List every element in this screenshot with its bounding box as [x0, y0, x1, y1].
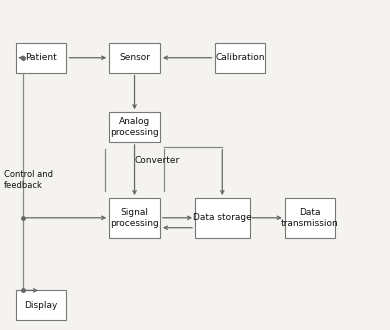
Text: Calibration: Calibration — [215, 53, 264, 62]
Text: Data storage: Data storage — [193, 213, 252, 222]
Text: Signal
processing: Signal processing — [110, 208, 159, 227]
Text: Patient: Patient — [25, 53, 57, 62]
FancyBboxPatch shape — [215, 43, 265, 73]
FancyBboxPatch shape — [16, 290, 66, 320]
Text: Data
transmission: Data transmission — [281, 208, 339, 227]
FancyBboxPatch shape — [195, 198, 250, 238]
Text: Converter: Converter — [135, 155, 180, 165]
Text: Sensor: Sensor — [119, 53, 150, 62]
FancyBboxPatch shape — [16, 43, 66, 73]
FancyBboxPatch shape — [285, 198, 335, 238]
Text: Control and
feedback: Control and feedback — [4, 170, 53, 189]
FancyBboxPatch shape — [109, 43, 160, 73]
FancyBboxPatch shape — [109, 112, 160, 142]
Text: Display: Display — [24, 301, 58, 310]
Text: Analog
processing: Analog processing — [110, 117, 159, 137]
FancyBboxPatch shape — [109, 198, 160, 238]
